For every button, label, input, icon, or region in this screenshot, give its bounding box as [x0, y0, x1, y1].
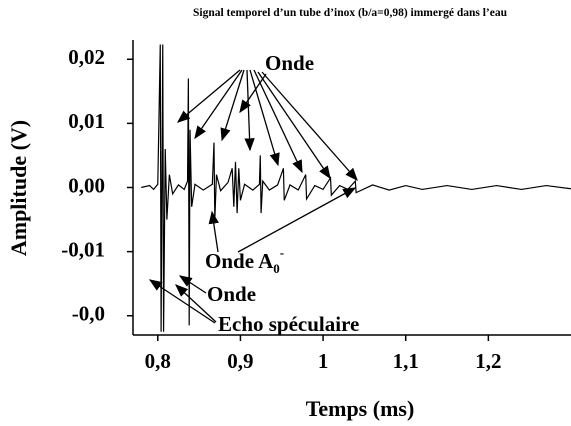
y-tick-label: 0,01: [68, 109, 105, 133]
annotation: Echo spéculaire: [218, 312, 359, 336]
annotation-sub: 0: [273, 261, 280, 276]
x-tick-label: 1: [318, 349, 329, 373]
y-tick-label: 0,00: [68, 173, 105, 197]
x-tick-label: 0,9: [227, 349, 253, 373]
y-axis-label: Amplitude (V): [6, 120, 31, 256]
annotation: Onde: [207, 282, 256, 306]
y-tick-label: -0,0: [72, 302, 105, 326]
annotations: Onde Onde A0- Onde Echo spéculaire: [148, 51, 359, 336]
arrows: [148, 69, 358, 324]
annotation-sup: -: [280, 245, 284, 260]
x-tick-label: 1,1: [393, 349, 419, 373]
y-tick-label: -0,01: [61, 237, 105, 261]
annotation: Onde: [265, 51, 314, 75]
annotation-text: Onde A: [205, 249, 274, 273]
chart-title: Signal temporel d’un tube d’inox (b/a=0,…: [193, 7, 508, 19]
x-tick-label: 1,2: [475, 349, 501, 373]
signal-line: [141, 44, 571, 332]
x-axis-label: Temps (ms): [306, 396, 415, 421]
y-tick-label: 0,02: [68, 45, 105, 69]
annotation: Onde A0-: [205, 245, 284, 276]
x-tick-label: 0,8: [145, 349, 171, 373]
